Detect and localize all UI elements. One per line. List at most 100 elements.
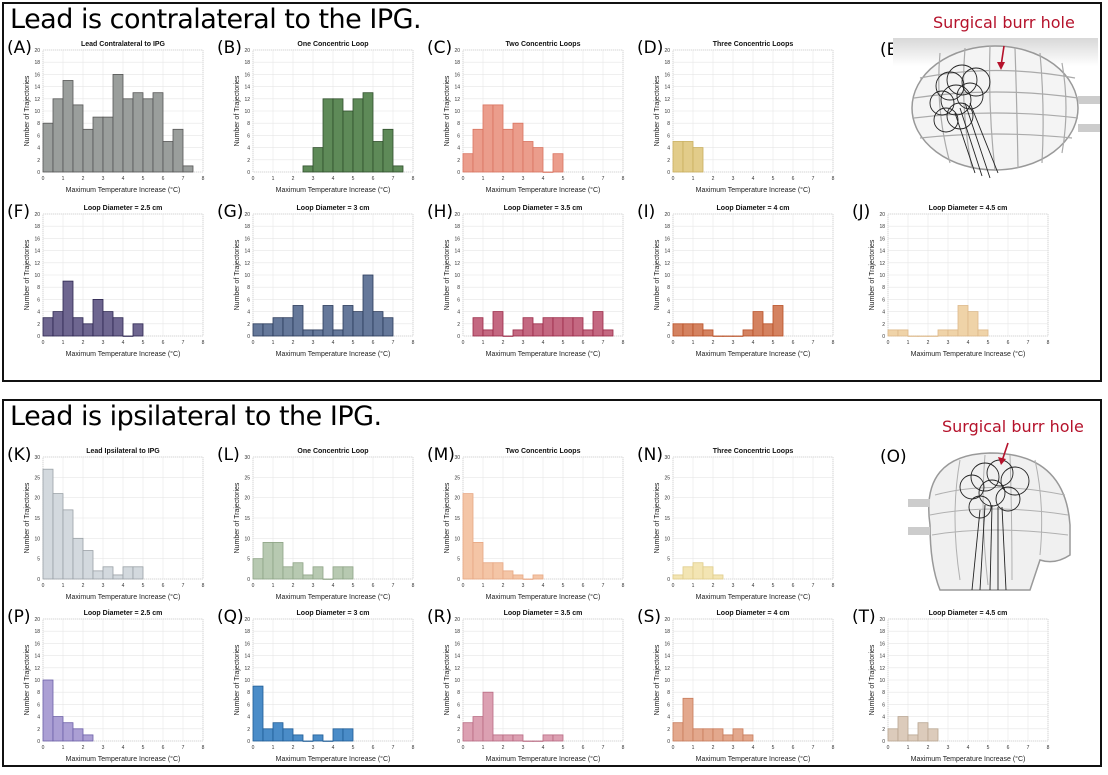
x-tick-label: 2	[82, 176, 85, 182]
y-tick-label: 16	[879, 641, 885, 647]
chart-title: Loop Diameter = 4.5 cm	[929, 205, 1008, 212]
y-tick-label: 2	[667, 322, 670, 328]
histogram-bar	[83, 551, 93, 579]
histogram-bar	[773, 306, 783, 337]
y-tick-label: 20	[664, 212, 670, 218]
x-tick-label: 8	[832, 176, 835, 182]
y-tick-label: 0	[457, 577, 460, 583]
x-tick-label: 6	[1007, 340, 1010, 346]
y-tick-label: 10	[34, 109, 40, 115]
y-tick-label: 12	[879, 261, 885, 267]
histogram-bar	[938, 330, 948, 336]
y-tick-label: 30	[664, 455, 670, 461]
y-tick-label: 18	[879, 629, 885, 635]
y-tick-label: 10	[454, 536, 460, 542]
histogram-bar	[733, 729, 743, 741]
y-tick-label: 8	[457, 121, 460, 127]
x-tick-label: 3	[522, 176, 525, 182]
x-tick-label: 6	[582, 176, 585, 182]
x-tick-label: 1	[272, 745, 275, 751]
x-tick-label: 7	[182, 745, 185, 751]
x-tick-label: 7	[182, 583, 185, 589]
histogram-bar	[63, 723, 73, 741]
y-tick-label: 8	[457, 690, 460, 696]
x-tick-label: 8	[412, 176, 415, 182]
histogram-bar	[363, 275, 373, 336]
x-tick-label: 6	[582, 583, 585, 589]
x-tick-label: 2	[712, 583, 715, 589]
histogram-bar	[43, 469, 53, 579]
histogram-bar	[303, 575, 313, 579]
x-axis-label: Maximum Temperature Increase (°C)	[276, 593, 391, 601]
y-tick-label: 16	[454, 236, 460, 242]
histogram-bar	[263, 542, 273, 579]
y-tick-label: 2	[457, 727, 460, 733]
x-axis-label: Maximum Temperature Increase (°C)	[486, 186, 601, 194]
histogram-bar	[683, 567, 693, 579]
histogram-bar	[693, 729, 703, 741]
x-tick-label: 2	[502, 583, 505, 589]
histogram-bar	[53, 494, 63, 579]
x-tick-label: 6	[792, 176, 795, 182]
histogram-bar	[693, 324, 703, 336]
x-tick-label: 5	[562, 176, 565, 182]
y-tick-label: 14	[664, 85, 670, 91]
x-axis-label: Maximum Temperature Increase (°C)	[911, 350, 1026, 358]
y-tick-label: 12	[454, 97, 460, 103]
y-tick-label: 0	[247, 170, 250, 176]
x-tick-label: 7	[182, 176, 185, 182]
y-tick-label: 10	[879, 273, 885, 279]
x-tick-label: 7	[392, 583, 395, 589]
head-skull-icon	[880, 415, 1102, 595]
histogram-bar	[173, 129, 183, 172]
histogram-bar	[43, 680, 53, 741]
y-tick-label: 20	[244, 496, 250, 502]
y-tick-label: 12	[34, 261, 40, 267]
y-tick-label: 0	[37, 739, 40, 745]
histogram-bar	[63, 510, 73, 579]
histogram-bar	[503, 735, 513, 741]
y-tick-label: 14	[244, 249, 250, 255]
y-tick-label: 18	[244, 629, 250, 635]
histogram-bar	[73, 105, 83, 172]
x-tick-label: 1	[272, 583, 275, 589]
histogram-bar	[483, 692, 493, 741]
y-tick-label: 6	[457, 133, 460, 139]
histogram-bar	[283, 318, 293, 336]
histogram-bar	[463, 494, 473, 579]
y-tick-label: 8	[247, 285, 250, 291]
x-tick-label: 2	[82, 340, 85, 346]
x-axis-label: Maximum Temperature Increase (°C)	[911, 755, 1026, 763]
histogram-bar	[313, 567, 323, 579]
histogram-bar	[343, 111, 353, 172]
histogram-bar	[263, 729, 273, 741]
y-axis-label: Number of Trajectories	[444, 239, 451, 310]
y-tick-label: 6	[247, 133, 250, 139]
histogram-bar	[313, 330, 323, 336]
x-tick-label: 1	[482, 583, 485, 589]
histogram-bar	[483, 563, 493, 579]
chart-title: Loop Diameter = 2.5 cm	[84, 610, 163, 617]
x-tick-label: 2	[502, 176, 505, 182]
y-tick-label: 15	[34, 516, 40, 522]
histogram-bar	[273, 318, 283, 336]
y-tick-label: 6	[37, 133, 40, 139]
x-tick-label: 6	[162, 176, 165, 182]
x-tick-label: 0	[252, 583, 255, 589]
y-tick-label: 6	[37, 297, 40, 303]
histogram-bar	[253, 686, 263, 741]
x-tick-label: 7	[602, 340, 605, 346]
chart-title: One Concentric Loop	[297, 41, 368, 48]
x-tick-label: 6	[162, 745, 165, 751]
histogram-bar	[303, 166, 313, 172]
y-tick-label: 16	[244, 236, 250, 242]
x-tick-label: 3	[102, 176, 105, 182]
x-tick-label: 6	[792, 340, 795, 346]
histogram-bar	[703, 729, 713, 741]
y-tick-label: 20	[244, 617, 250, 623]
chart-title: One Concentric Loop	[297, 448, 368, 455]
head-wireframe-icon	[880, 8, 1102, 188]
